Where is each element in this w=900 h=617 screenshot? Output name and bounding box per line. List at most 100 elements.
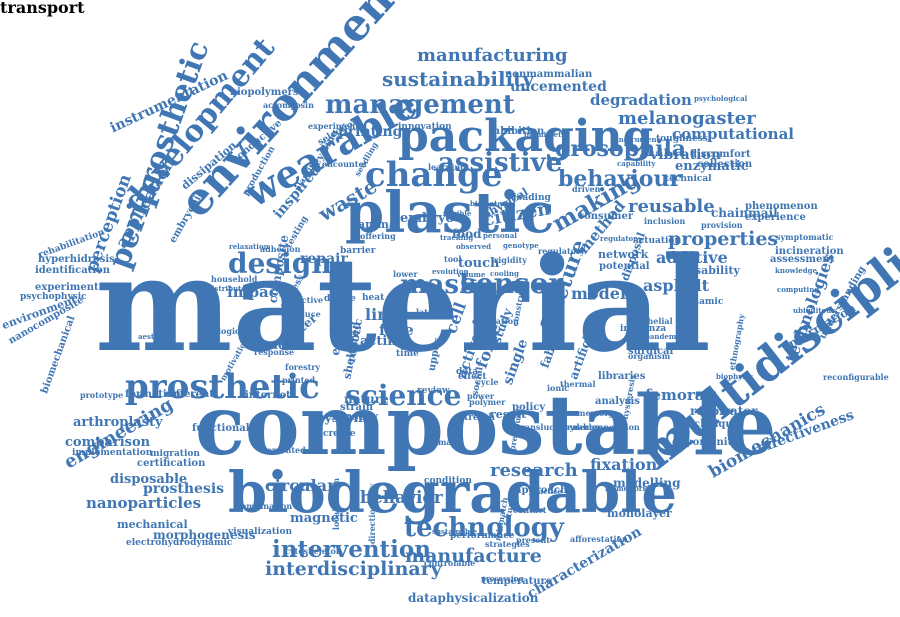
word-functional: functional bbox=[192, 423, 250, 434]
word-stretch: stretch bbox=[459, 413, 495, 423]
word-cycle: cycle bbox=[476, 377, 499, 387]
word-different: different bbox=[165, 389, 214, 400]
word-actin: actin bbox=[360, 334, 397, 349]
word-technology: technology bbox=[404, 513, 565, 543]
word-evolution: evolution bbox=[432, 267, 469, 276]
word-directionality: directionality bbox=[367, 483, 378, 545]
word-provision: provision bbox=[701, 220, 743, 230]
word-lower: lower bbox=[393, 269, 418, 279]
word-nature: nature bbox=[344, 392, 389, 406]
word-instrument: instrument bbox=[616, 135, 660, 144]
word-mask: mask bbox=[400, 270, 478, 300]
word-regulator: regulator bbox=[600, 234, 637, 243]
word-certification: certification bbox=[137, 458, 206, 469]
word-distributed: distributed bbox=[207, 284, 251, 293]
word-melanogaster: melanogaster bbox=[618, 108, 756, 129]
word-capability: capability bbox=[617, 159, 656, 168]
word-repair: repair bbox=[300, 251, 348, 267]
word-printed: printed bbox=[282, 375, 316, 385]
word-material: material bbox=[95, 228, 712, 381]
word-analysis: analysis bbox=[595, 396, 640, 407]
word-loading: loading bbox=[513, 193, 551, 203]
word-discomfort: discomfort bbox=[690, 149, 751, 160]
word-localization: localization bbox=[331, 477, 342, 531]
word-prototype: prototype bbox=[80, 390, 124, 400]
word-pandemic: pandemic bbox=[645, 332, 684, 341]
word-genotype: genotype bbox=[503, 241, 539, 250]
word-research: research bbox=[490, 460, 578, 481]
word-evaluation: evaluation bbox=[472, 316, 519, 326]
word-surgical: surgical bbox=[628, 346, 674, 357]
word-animal: animal bbox=[358, 218, 401, 231]
word-tracking: tracking bbox=[440, 233, 474, 242]
word-computational: computational bbox=[672, 125, 795, 143]
word-encounter: encounter bbox=[322, 159, 368, 169]
word-respirator: respirator bbox=[690, 404, 758, 418]
word-afforestation: afforestation bbox=[570, 534, 628, 544]
word-flexible: flexible bbox=[443, 209, 472, 218]
word-temperature: temperature bbox=[482, 576, 553, 587]
word-assistive: assistive bbox=[438, 148, 563, 178]
word-magnetic: magnetic bbox=[290, 511, 358, 526]
word-modelling: modelling bbox=[613, 476, 681, 490]
word-touch: touch bbox=[458, 256, 500, 271]
word-increase: increase bbox=[313, 429, 356, 439]
word-light: light bbox=[484, 288, 503, 297]
word-translucency: translucency bbox=[517, 422, 575, 432]
word-psychophysic: psychophysic bbox=[20, 292, 87, 302]
word-liner: liner bbox=[365, 305, 408, 324]
word-internet: internet bbox=[245, 390, 291, 401]
word-present: present bbox=[516, 535, 551, 545]
word-compostable: compostable bbox=[195, 378, 777, 474]
word-biopolymers: biopolymers bbox=[230, 87, 299, 98]
word-visualization: visualization bbox=[228, 527, 292, 537]
word-sensor: sensor bbox=[460, 267, 564, 300]
word-hyperhidrosis: hyperhidrosis bbox=[38, 254, 115, 265]
word-uncemented: uncemented bbox=[510, 79, 607, 95]
word-strategies: strategies bbox=[485, 539, 530, 549]
word-biomimetic: biomimetic bbox=[524, 130, 569, 139]
word-regulatory: regulatory bbox=[538, 246, 585, 256]
word-thermal: thermal bbox=[560, 379, 596, 389]
word-driven: driven bbox=[572, 184, 601, 194]
word-additive: additive bbox=[656, 248, 728, 267]
word-phenomenon: phenomenon bbox=[745, 201, 818, 212]
word-implementation: implementation bbox=[72, 448, 153, 458]
word-biological: biological bbox=[204, 326, 249, 336]
word-biomaterial: biomaterial bbox=[470, 199, 516, 208]
word-observed: observed bbox=[456, 242, 492, 251]
word-printing: printing bbox=[338, 124, 403, 140]
word-management: management bbox=[325, 90, 515, 120]
word-processing: processing bbox=[481, 574, 524, 583]
word-sensory: sensory bbox=[331, 410, 378, 423]
word-response: response bbox=[254, 347, 295, 357]
word-influenza: influenza bbox=[620, 324, 667, 334]
word-consumer: consumer bbox=[578, 211, 634, 222]
word-mechanical: mechanical bbox=[117, 518, 188, 531]
word-dataphysicalization: dataphysicalization bbox=[408, 591, 539, 605]
word-migration: migration bbox=[150, 449, 200, 459]
word-approach: approach bbox=[515, 485, 568, 496]
word-change: change bbox=[365, 155, 503, 195]
word-ubiquitous: ubiquitous bbox=[793, 306, 836, 315]
word-condition: condition bbox=[424, 476, 472, 486]
word-manufacture: manufacture bbox=[405, 545, 542, 567]
word-opportunity: opportunity bbox=[672, 437, 738, 448]
word-technique: technique bbox=[683, 419, 740, 430]
word-properties: properties bbox=[668, 228, 779, 250]
word-impact: impact bbox=[227, 283, 285, 301]
word-time: time bbox=[396, 349, 419, 359]
word-controlable: controlable bbox=[424, 558, 476, 568]
word-arthroplasty: arthroplasty bbox=[73, 415, 163, 430]
word-experiment: experiment bbox=[35, 282, 99, 293]
word-innovation: innovation bbox=[398, 122, 452, 132]
word-dynamic: dynamic bbox=[681, 297, 724, 307]
word-practice: practice bbox=[530, 487, 562, 496]
word-network: network bbox=[598, 248, 649, 261]
word-technical: technical bbox=[665, 174, 712, 184]
word-adhesion: adhesion bbox=[260, 244, 301, 254]
word-climate: climate bbox=[427, 437, 461, 447]
word-forestry: forestry bbox=[285, 362, 321, 372]
word-aesthetic: aesthetic bbox=[138, 332, 174, 341]
